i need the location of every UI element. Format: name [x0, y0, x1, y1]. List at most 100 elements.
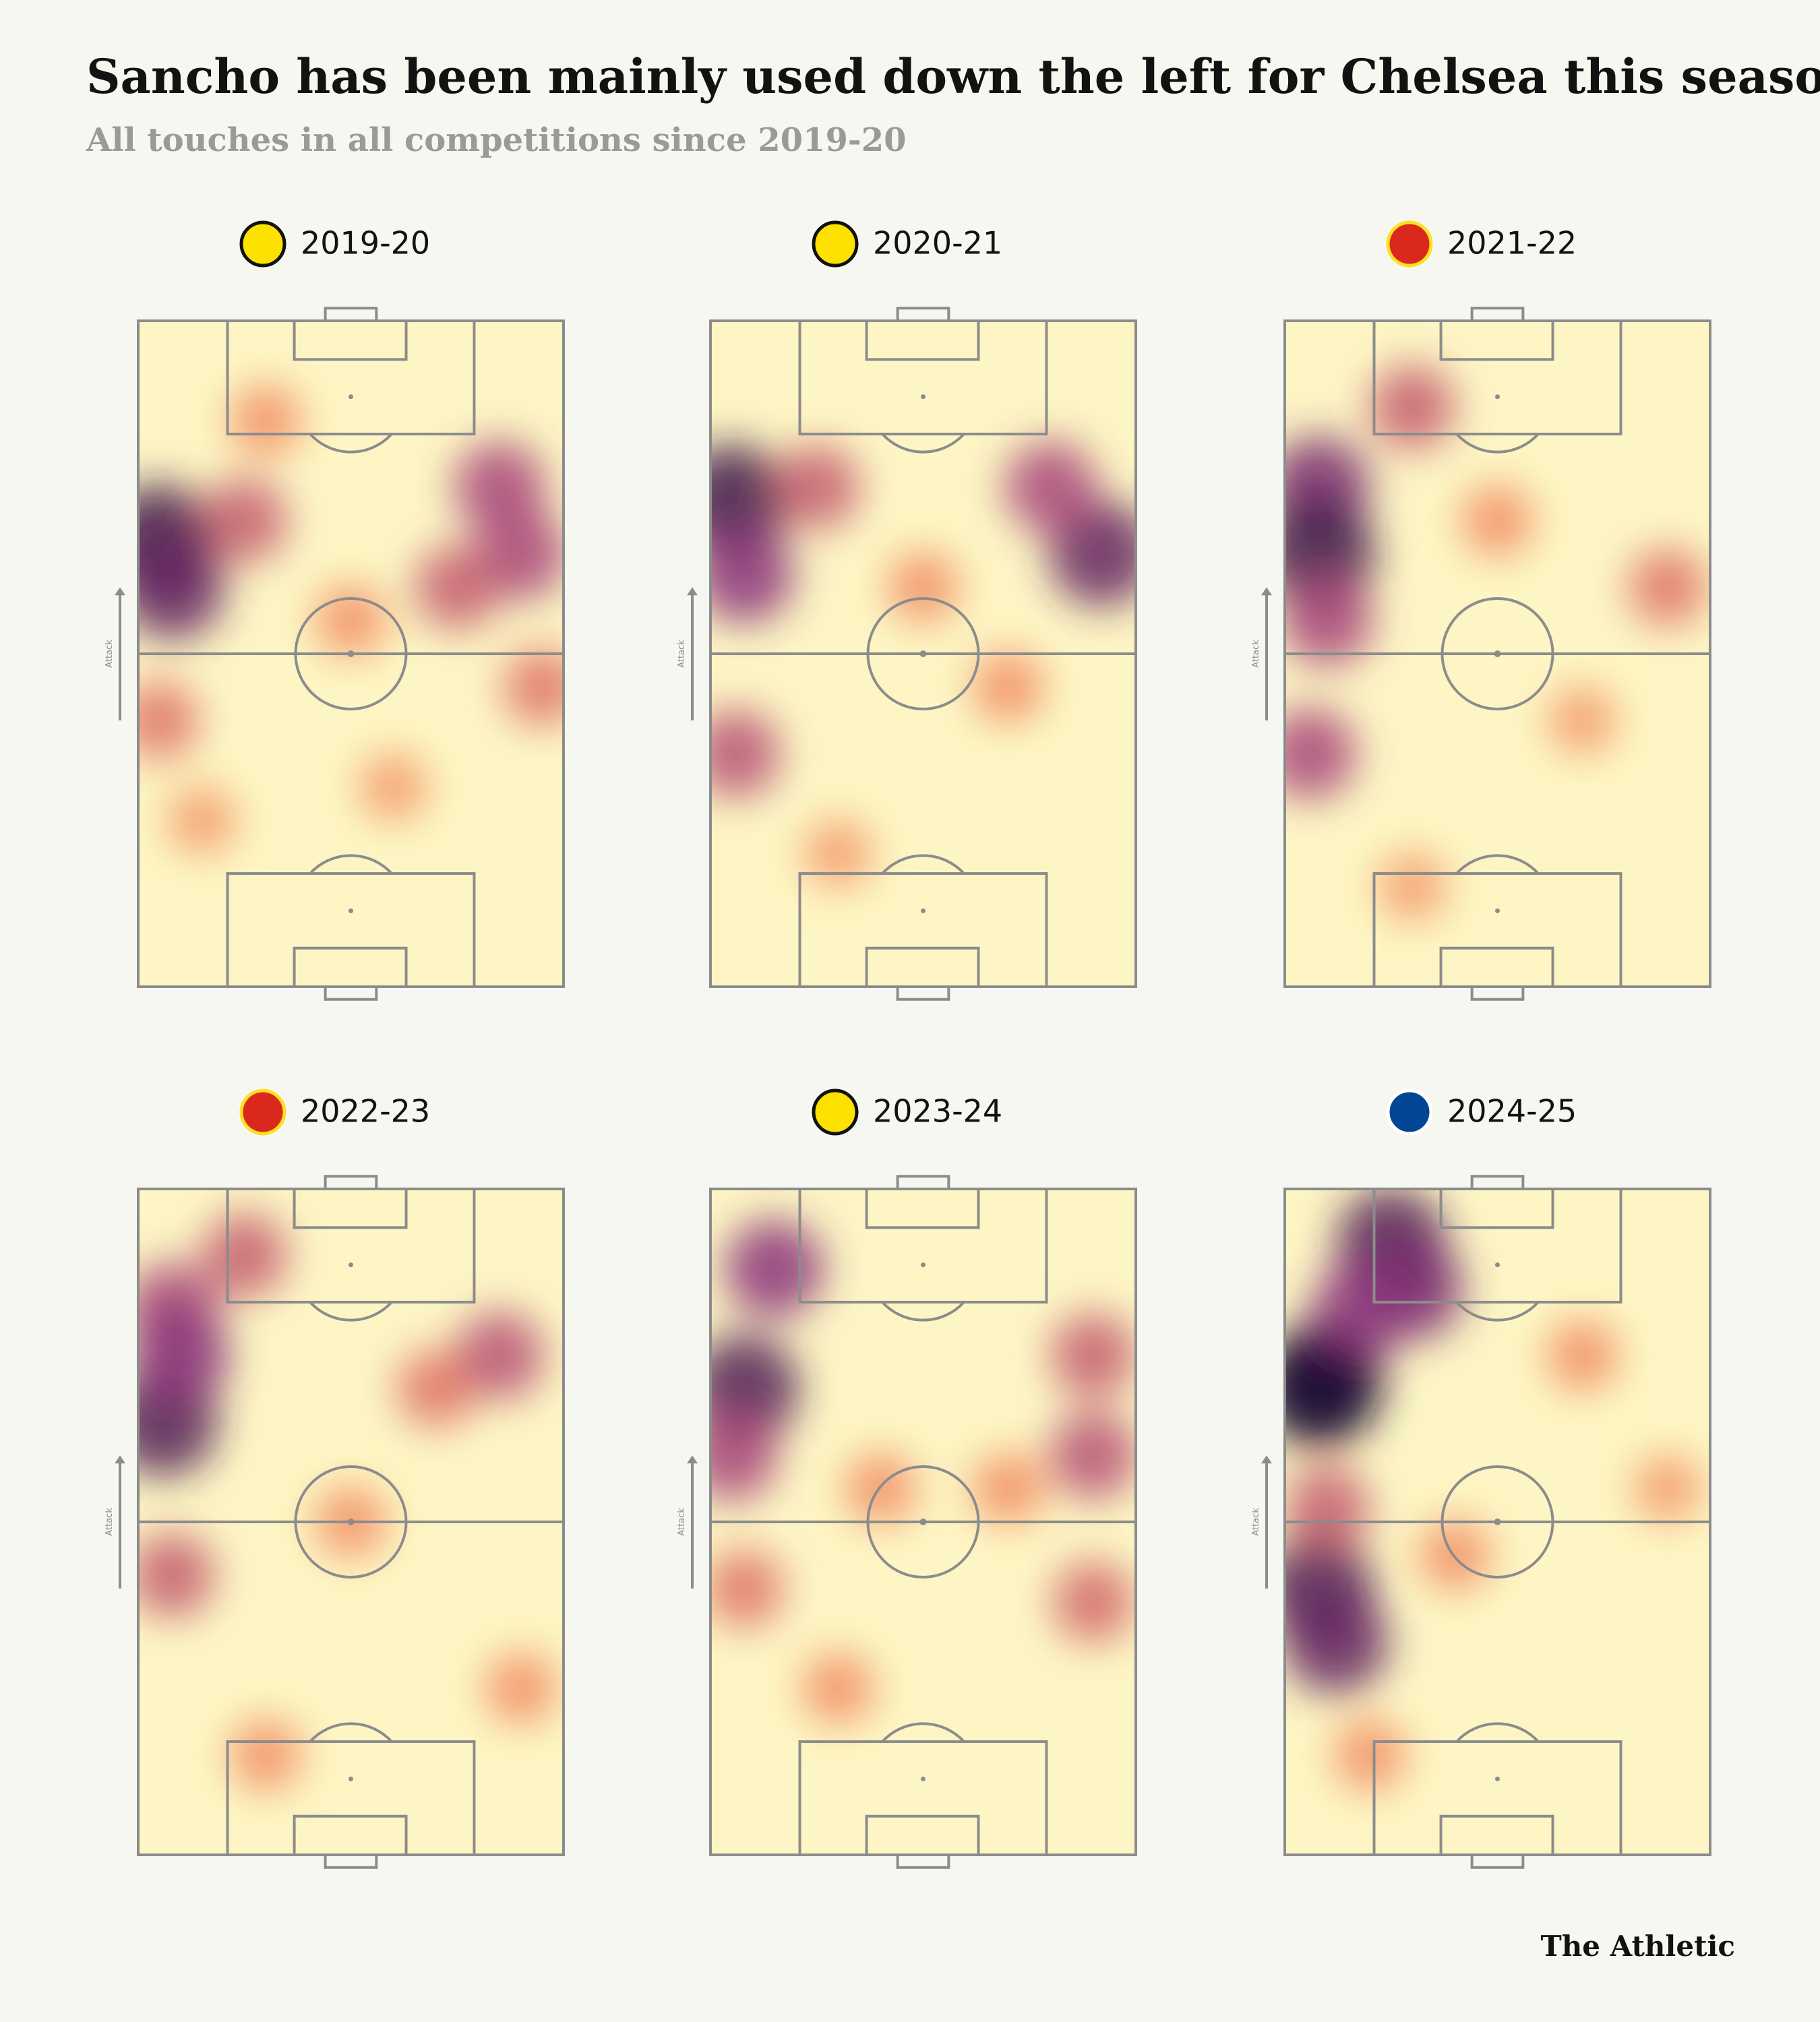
centre-spot	[919, 1519, 927, 1525]
centre-spot	[347, 1519, 355, 1525]
penalty-spot	[1495, 394, 1500, 400]
hotspot	[138, 534, 225, 640]
attack-arrowhead	[687, 1455, 698, 1464]
penalty-arc	[881, 1301, 965, 1322]
hotspot	[230, 385, 302, 457]
pitch-line	[324, 985, 378, 1001]
hotspot	[1285, 1589, 1389, 1695]
penalty-spot	[921, 394, 926, 400]
hotspot	[1049, 1411, 1136, 1500]
club-logo	[812, 220, 859, 268]
penalty-spot	[348, 1776, 353, 1781]
penalty-arc	[309, 1722, 393, 1743]
panel: 2020-21 Attack	[677, 220, 1137, 1001]
pitch-lines	[137, 307, 565, 1001]
penalty-spot	[921, 1262, 926, 1268]
season-label: 2019-20	[301, 225, 430, 262]
pitch-lines	[709, 307, 1137, 1001]
penalty-spot	[348, 1262, 353, 1268]
hotspot	[710, 1409, 778, 1502]
season-label: 2020-21	[873, 225, 1002, 262]
penalty-arc	[309, 1301, 393, 1322]
hotspot	[1312, 1259, 1411, 1359]
pitch-lines	[137, 1175, 565, 1869]
penalty-arc	[881, 1722, 965, 1743]
hotspot	[1285, 574, 1374, 667]
pitch-line	[1470, 1854, 1525, 1869]
hotspot	[1633, 1454, 1702, 1523]
pitch-line	[1470, 1175, 1525, 1191]
hotspot	[1628, 548, 1707, 627]
panel: 2023-24 Attack	[677, 1089, 1137, 1869]
heat-layer	[138, 1213, 557, 1791]
pitch-line	[896, 985, 950, 1001]
hotspot	[1461, 485, 1534, 557]
pitch-lines	[1283, 307, 1711, 1001]
penalty-spot	[921, 908, 926, 913]
hotspot	[710, 709, 781, 798]
centre-circle	[1440, 596, 1554, 711]
attack-label: Attack	[677, 640, 687, 668]
hotspot	[972, 651, 1044, 723]
season-label: 2022-23	[301, 1093, 430, 1130]
hotspot	[1285, 1329, 1378, 1448]
centre-spot	[347, 650, 355, 657]
hotspot	[803, 819, 872, 888]
pitch-lines	[1283, 1175, 1711, 1869]
hotspot	[503, 648, 564, 727]
hotspot	[802, 1652, 874, 1725]
penalty-arc	[1455, 1722, 1540, 1743]
hotspot	[230, 1719, 302, 1791]
centre-circle	[294, 1465, 408, 1579]
hotspot	[1548, 686, 1617, 755]
penalty-spot	[1495, 908, 1500, 913]
heat-layer	[1285, 365, 1707, 921]
hotspot	[1370, 365, 1455, 450]
centre-spot	[1494, 650, 1501, 657]
season-label: 2024-25	[1447, 1093, 1577, 1130]
brand: The Athletic	[1540, 1930, 1735, 1963]
hotspot	[1004, 441, 1097, 534]
penalty-arc	[309, 854, 393, 875]
hotspot	[138, 1306, 231, 1405]
hotspot	[1285, 1466, 1370, 1552]
hotspot	[1285, 708, 1356, 800]
heat-layer	[710, 1219, 1136, 1725]
hotspot	[168, 786, 237, 855]
season-label: 2021-22	[1447, 225, 1577, 262]
pitch-line	[1470, 307, 1525, 322]
hotspot	[1546, 1319, 1618, 1392]
panel: 2024-25 Attack	[1251, 1089, 1711, 1869]
attack-arrowhead	[1261, 587, 1272, 596]
attack-arrowhead	[687, 587, 698, 596]
hotspot	[202, 1213, 287, 1298]
penalty-arc	[1455, 433, 1540, 454]
penalty-spot	[348, 908, 353, 913]
pitch-line	[896, 1854, 950, 1869]
pitch-lines	[709, 1175, 1137, 1869]
hotspot	[202, 478, 287, 563]
penalty-arc	[309, 433, 393, 454]
subtitle: All touches in all competitions since 20…	[86, 121, 907, 159]
pitch-line	[324, 307, 378, 322]
attack-arrowhead	[115, 1455, 125, 1464]
hotspot	[1378, 853, 1447, 921]
attack-label: Attack	[104, 640, 115, 668]
pitch-line	[1470, 985, 1525, 1001]
title: Sancho has been mainly used down the lef…	[86, 49, 1820, 104]
penalty-spot	[348, 394, 353, 400]
heat-layer	[710, 441, 1136, 888]
penalty-arc	[1455, 854, 1540, 875]
club-logo	[1386, 1089, 1433, 1136]
hotspot	[972, 1452, 1044, 1525]
centre-spot	[1494, 1519, 1501, 1525]
penalty-arc	[1455, 1301, 1540, 1322]
panel: 2019-20 Attack	[104, 220, 565, 1001]
season-label: 2023-24	[873, 1093, 1002, 1130]
hotspot	[1334, 1719, 1406, 1791]
panel: 2021-22 Attack	[1251, 220, 1711, 1001]
hotspot	[359, 753, 428, 822]
hotspot	[415, 545, 500, 630]
hotspot	[774, 444, 859, 530]
attack-label: Attack	[677, 1508, 687, 1536]
